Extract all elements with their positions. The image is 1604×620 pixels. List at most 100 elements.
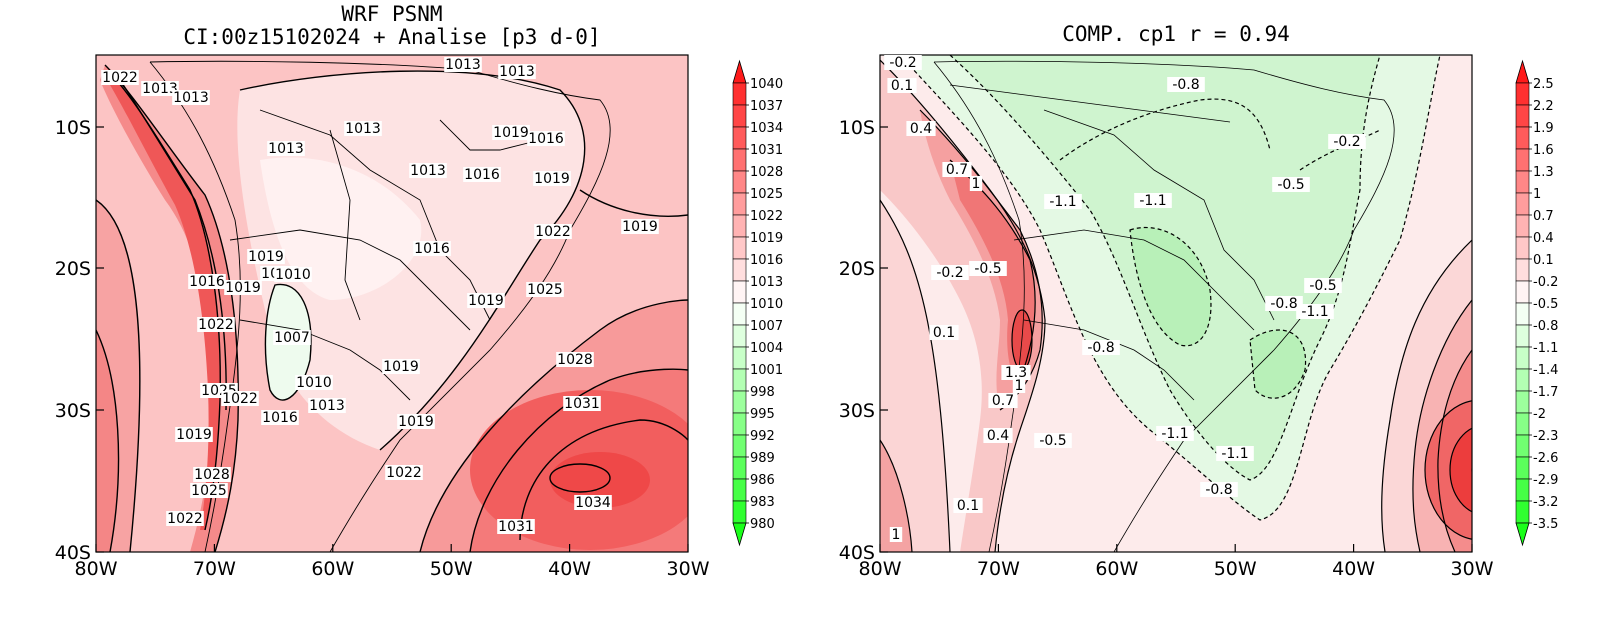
colorbar-label: 1034	[750, 121, 783, 136]
contour-label: 1019	[622, 219, 658, 235]
contour-label: -0.2	[936, 265, 963, 281]
y-tick-label: 30S	[839, 400, 875, 422]
colorbar-label: 1.9	[1533, 121, 1554, 136]
contour-label-bg	[988, 393, 1018, 408]
y-tick-label: 20S	[55, 258, 91, 280]
colorbar-segment	[1515, 324, 1530, 348]
colorbar-segment	[1515, 478, 1530, 502]
contour-label: 1019	[534, 171, 570, 187]
colorbar-bottom-arrow	[1515, 522, 1530, 547]
contour-label: 1025	[527, 282, 563, 298]
contour-label: 1013	[345, 121, 381, 137]
contour-label-bg	[1001, 365, 1031, 380]
colorbar-label: -0.8	[1533, 319, 1558, 334]
colorbar-top-arrow	[1515, 59, 1530, 84]
contour-label-bg	[308, 398, 346, 413]
colorbar-segment	[1515, 500, 1530, 524]
contour-label: 0.1	[891, 78, 913, 94]
contour-label: -0.8	[1087, 340, 1114, 356]
left-panel: WRF PSNM CI:00z15102024 + Analise [p3 d-…	[55, 2, 783, 580]
colorbar-segment	[732, 368, 747, 392]
contour-label: -1.1	[1139, 193, 1166, 209]
y-tick-label: 40S	[839, 542, 875, 564]
contour-label: 1019	[383, 359, 419, 375]
colorbar-segment	[732, 104, 747, 128]
colorbar-label: -2.9	[1533, 473, 1558, 488]
colorbar-segment	[1515, 346, 1530, 370]
contour-label: -1.1	[1161, 426, 1188, 442]
colorbar-segment	[732, 324, 747, 348]
contour-label-bg	[197, 317, 235, 332]
contour-label: 1019	[176, 427, 212, 443]
contour-label-bg	[1156, 426, 1194, 441]
contour-label-bg	[983, 428, 1013, 443]
colorbar-segment	[732, 302, 747, 326]
colorbar-segment	[732, 390, 747, 414]
colorbar-label: 1	[1533, 187, 1541, 202]
contour-label-bg	[887, 78, 917, 93]
contour-label-bg	[1328, 134, 1366, 149]
contour-label: 1034	[575, 495, 611, 511]
colorbar-segment	[732, 434, 747, 458]
colorbar-label: 1028	[750, 165, 783, 180]
colorbar-label: -1.1	[1533, 341, 1558, 356]
contour-label: -1.1	[1221, 446, 1248, 462]
colorbar-segment	[1515, 456, 1530, 480]
colorbar-segment	[1515, 280, 1530, 304]
contour-label: -0.8	[1205, 482, 1232, 498]
contour-label: 1016	[414, 241, 450, 257]
left-map-frame	[95, 54, 689, 553]
contour-label-bg	[224, 280, 262, 295]
colorbar-segment	[1515, 236, 1530, 260]
contour-label: 1013	[309, 398, 345, 414]
contour-label: 0.4	[910, 121, 932, 137]
colorbar-segment	[1515, 390, 1530, 414]
contour-label: 1019	[398, 414, 434, 430]
colorbar-segment	[732, 258, 747, 282]
contour-label-bg	[1044, 194, 1082, 209]
contour-label: 1	[972, 176, 981, 192]
contour-label-bg	[889, 527, 903, 542]
x-tick-label: 70W	[977, 558, 1020, 580]
colorbar-label: 0.7	[1533, 209, 1554, 224]
y-tick-label: 10S	[839, 117, 875, 139]
contour-label-bg	[1304, 278, 1342, 293]
colorbar-label: 0.4	[1533, 231, 1554, 246]
x-tick-label: 60W	[1095, 558, 1138, 580]
contour-label-bg	[533, 171, 571, 186]
colorbar-segment	[732, 148, 747, 172]
contour-label-bg	[563, 396, 601, 411]
colorbar-label: 2.5	[1533, 77, 1554, 92]
contour-label-bg	[969, 261, 1007, 276]
contour-label: 1016	[262, 410, 298, 426]
contour-label: 1022	[167, 511, 203, 527]
colorbar-label: 1013	[750, 275, 783, 290]
contour-label-bg	[273, 330, 311, 345]
colorbar-label: 986	[750, 473, 775, 488]
colorbar-segment	[1515, 412, 1530, 436]
y-tick-label: 30S	[55, 400, 91, 422]
colorbar-segment	[1515, 192, 1530, 216]
contour-label-bg	[1272, 177, 1310, 192]
colorbar-segment	[732, 192, 747, 216]
colorbar-label: 995	[750, 407, 775, 422]
contour-label-bg	[221, 391, 259, 406]
colorbar-segment	[732, 214, 747, 238]
contour-label: 1010	[296, 375, 332, 391]
left-map-field	[96, 55, 688, 552]
colorbar-segment	[1515, 126, 1530, 150]
contour-label-bg	[526, 282, 564, 297]
x-tick-label: 60W	[311, 558, 354, 580]
colorbar-segment	[1515, 170, 1530, 194]
contour-label-bg	[261, 410, 299, 425]
x-tick-label: 50W	[430, 558, 473, 580]
colorbar-label: -2	[1533, 407, 1546, 422]
contour-label-bg	[929, 325, 959, 340]
x-tick-label: 70W	[193, 558, 236, 580]
colorbar-label: -2.3	[1533, 429, 1558, 444]
colorbar-label: -3.2	[1533, 495, 1558, 510]
left-title-line1: WRF PSNM	[341, 2, 442, 26]
contour-label-bg	[556, 352, 594, 367]
right-y-axis: 10S 20S 30S 40S	[839, 117, 888, 564]
